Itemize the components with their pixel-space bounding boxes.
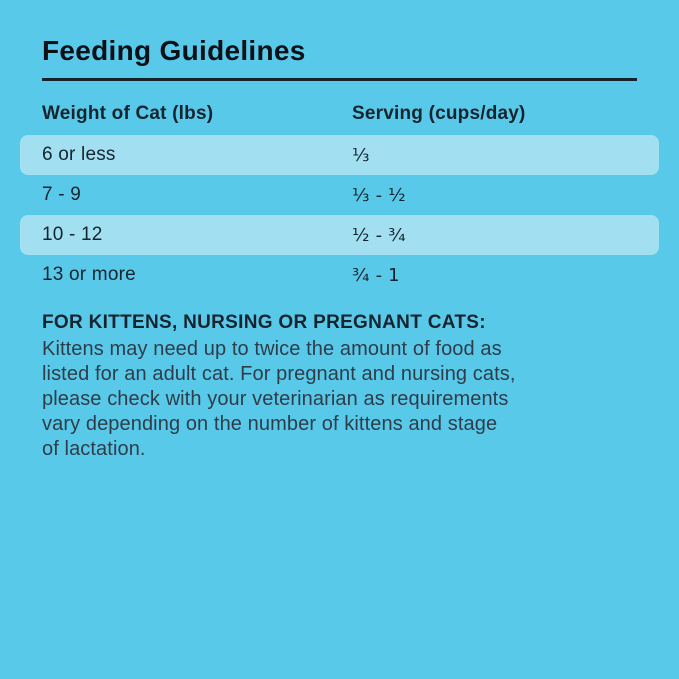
serving-cell: ⅓ - ½ [352, 184, 406, 206]
weight-cell: 10 - 12 [42, 224, 103, 245]
note-body: Kittens may need up to twice the amount … [42, 337, 617, 462]
serving-cell: ¾ - 1 [352, 264, 400, 286]
table-row: 7 - 9 ⅓ - ½ [20, 175, 659, 215]
note-line: please check with your veterinarian as r… [42, 388, 509, 410]
column-header-weight: Weight of Cat (lbs) [42, 103, 214, 124]
serving-cell: ⅓ [352, 144, 370, 166]
note-line: listed for an adult cat. For pregnant an… [42, 363, 516, 385]
page-title: Feeding Guidelines [42, 35, 306, 66]
feeding-table: Weight of Cat (lbs) Serving (cups/day) 6… [0, 93, 679, 295]
serving-cell: ½ - ¾ [352, 224, 406, 246]
kitten-note: FOR KITTENS, NURSING OR PREGNANT CATS: K… [42, 312, 617, 462]
note-line: Kittens may need up to twice the amount … [42, 338, 502, 360]
note-line: vary depending on the number of kittens … [42, 413, 498, 435]
note-line: of lactation. [42, 438, 146, 460]
weight-cell: 13 or more [42, 264, 136, 285]
table-header-row: Weight of Cat (lbs) Serving (cups/day) [0, 93, 679, 135]
table-row: 13 or more ¾ - 1 [20, 255, 659, 295]
table-row: 6 or less ⅓ [20, 135, 659, 175]
note-heading: FOR KITTENS, NURSING OR PREGNANT CATS: [42, 312, 486, 333]
weight-cell: 6 or less [42, 144, 116, 165]
table-row: 10 - 12 ½ - ¾ [20, 215, 659, 255]
column-header-serving: Serving (cups/day) [352, 103, 526, 124]
title-divider [42, 78, 637, 81]
weight-cell: 7 - 9 [42, 184, 82, 205]
